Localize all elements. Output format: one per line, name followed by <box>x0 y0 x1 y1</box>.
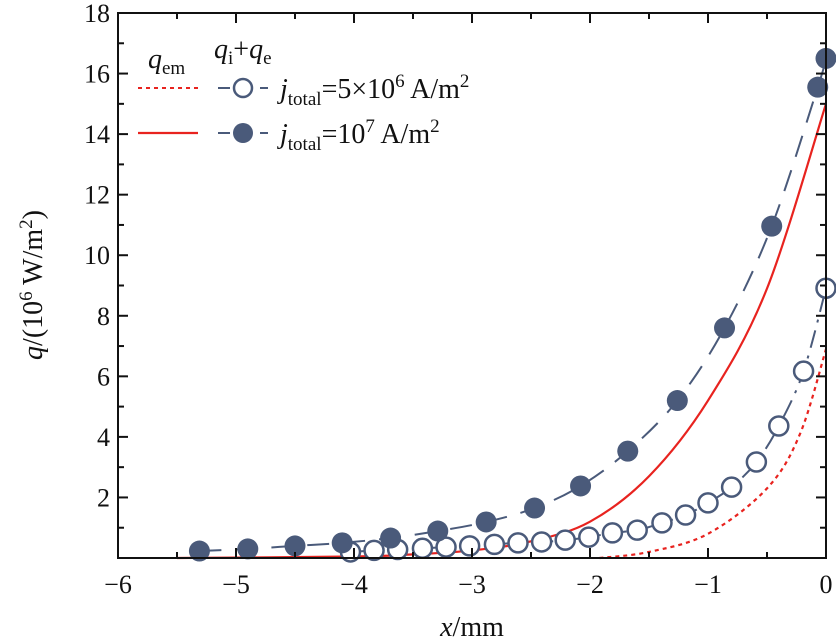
axis-ticks: −6 −5 −4 −3 −2 −1 0 2 4 6 8 10 12 14 16 18 <box>84 0 833 599</box>
open-circle-point <box>578 526 600 548</box>
filled-circle-point <box>666 390 688 412</box>
y-tick-label: 4 <box>97 423 110 452</box>
open-circle-point <box>626 519 648 541</box>
series-line <box>199 58 827 553</box>
legend-marker-filled-circle <box>233 123 253 143</box>
filled-circle-point <box>380 527 402 549</box>
open-circle-point <box>507 532 529 554</box>
y-tick-label: 12 <box>84 181 110 210</box>
series-line <box>599 348 828 560</box>
y-tick-label: 10 <box>84 241 110 270</box>
open-circle-point <box>483 533 506 556</box>
filled-circle-point <box>524 497 546 519</box>
filled-circle-point <box>761 215 783 237</box>
filled-circle-point <box>427 520 449 542</box>
filled-circle-point <box>284 535 306 557</box>
filled-circle-point <box>237 538 259 560</box>
x-tick-label: −6 <box>104 570 132 599</box>
y-axis-label: q/(106 W/m2) <box>16 210 49 360</box>
x-tick-label: −3 <box>458 570 486 599</box>
open-circle-point <box>554 529 576 551</box>
legend-label-1e7: jtotal=107 A/m2 <box>277 116 440 155</box>
open-circle-point <box>768 415 790 437</box>
open-circle-point <box>674 504 697 526</box>
y-tick-label: 18 <box>84 0 110 28</box>
x-axis-label: x/mm <box>439 612 504 641</box>
filled-circle-point <box>617 440 639 462</box>
y-tick-label: 8 <box>97 302 110 331</box>
open-circle-point <box>697 492 719 514</box>
x-tick-label: −2 <box>576 570 604 599</box>
series-line <box>350 287 827 553</box>
open-circle-point <box>411 537 434 560</box>
y-tick-label: 2 <box>97 483 110 512</box>
legend: qem qi+qe jtotal=5×106 A/m2 jtotal=107 A… <box>138 34 469 155</box>
legend-header-qem: qem <box>148 44 185 79</box>
plot-frame <box>117 12 827 559</box>
series-0 <box>599 348 828 560</box>
open-circle-point <box>363 539 385 562</box>
x-tick-label: 0 <box>820 570 833 599</box>
filled-circle-point <box>331 532 353 554</box>
legend-header-qi-qe: qi+qe <box>214 34 272 69</box>
open-circle-point <box>792 360 815 382</box>
series-2 <box>339 277 836 563</box>
plot-marks <box>176 47 836 563</box>
x-tick-label: −1 <box>694 570 722 599</box>
filled-circle-point <box>188 540 210 562</box>
y-tick-label: 6 <box>97 362 110 391</box>
open-circle-point <box>530 531 553 553</box>
open-circle-point <box>651 512 673 534</box>
open-circle-point <box>601 522 624 544</box>
open-circle-point <box>745 451 768 473</box>
y-tick-label: 14 <box>84 120 110 149</box>
x-tick-label: −5 <box>222 570 250 599</box>
legend-marker-open-circle <box>232 77 254 99</box>
x-tick-label: −4 <box>340 570 368 599</box>
filled-circle-point <box>714 317 736 339</box>
open-circle-point <box>720 476 743 498</box>
filled-circle-point <box>475 511 497 533</box>
filled-circle-point <box>807 76 829 98</box>
open-circle-point <box>458 535 481 557</box>
y-tick-label: 16 <box>84 60 110 89</box>
legend-label-5e6: jtotal=5×106 A/m2 <box>277 71 469 110</box>
filled-circle-point <box>570 475 592 497</box>
open-circle-point <box>435 536 457 558</box>
